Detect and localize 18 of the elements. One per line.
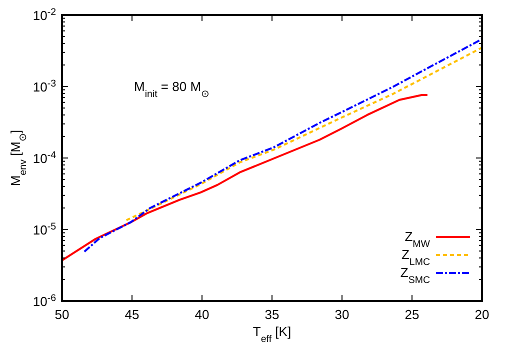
x-axis-title: T$_{eff}$ [K]	[252, 324, 292, 344]
x-tick-label: 45	[124, 307, 140, 322]
legend-label: Z$_{LMC}$	[401, 247, 430, 268]
y-tick-label: 10$^{-2}$	[32, 6, 56, 23]
y-tick-label: 10$^{-3}$	[32, 78, 56, 94]
annotation: M$_{init}$ = 80 M$_{⊙}$	[134, 79, 210, 100]
line-series	[125, 46, 483, 222]
x-tick-label: 30	[334, 307, 350, 322]
legend-label: Z$_{MW}$	[404, 229, 431, 250]
x-tick-label: 40	[194, 307, 210, 322]
legend-label: Z$_{SMC}$	[400, 265, 430, 286]
y-tick-label: 10$^{-4}$	[32, 150, 57, 166]
x-tick-label: 50	[54, 307, 70, 322]
x-tick-label: 35	[264, 307, 280, 322]
x-tick-label: 25	[404, 307, 420, 322]
x-tick-label: 20	[474, 307, 490, 322]
y-tick-label: 10$^{-5}$	[32, 221, 57, 238]
y-tick-label: 10$^{-6}$	[32, 292, 56, 309]
